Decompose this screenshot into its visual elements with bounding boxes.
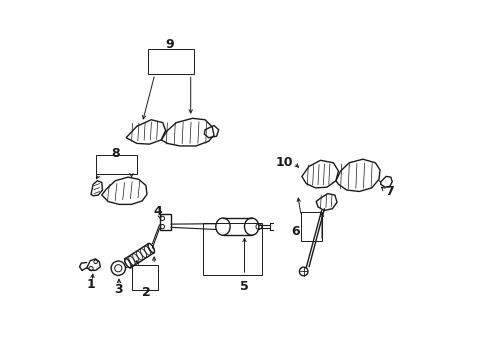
- Text: 4: 4: [153, 205, 162, 218]
- Bar: [96, 155, 137, 174]
- Bar: [131, 265, 158, 291]
- Bar: [203, 223, 262, 275]
- Text: 5: 5: [240, 280, 248, 293]
- Text: 9: 9: [164, 38, 173, 51]
- Text: 1: 1: [86, 278, 95, 291]
- Bar: [301, 212, 321, 241]
- Text: 6: 6: [291, 225, 300, 238]
- Text: 2: 2: [141, 287, 150, 300]
- Text: 8: 8: [111, 147, 120, 159]
- Bar: [147, 49, 194, 74]
- Text: 7: 7: [385, 185, 393, 198]
- Text: 10: 10: [275, 156, 292, 169]
- Bar: [159, 214, 171, 230]
- Text: 3: 3: [114, 283, 122, 296]
